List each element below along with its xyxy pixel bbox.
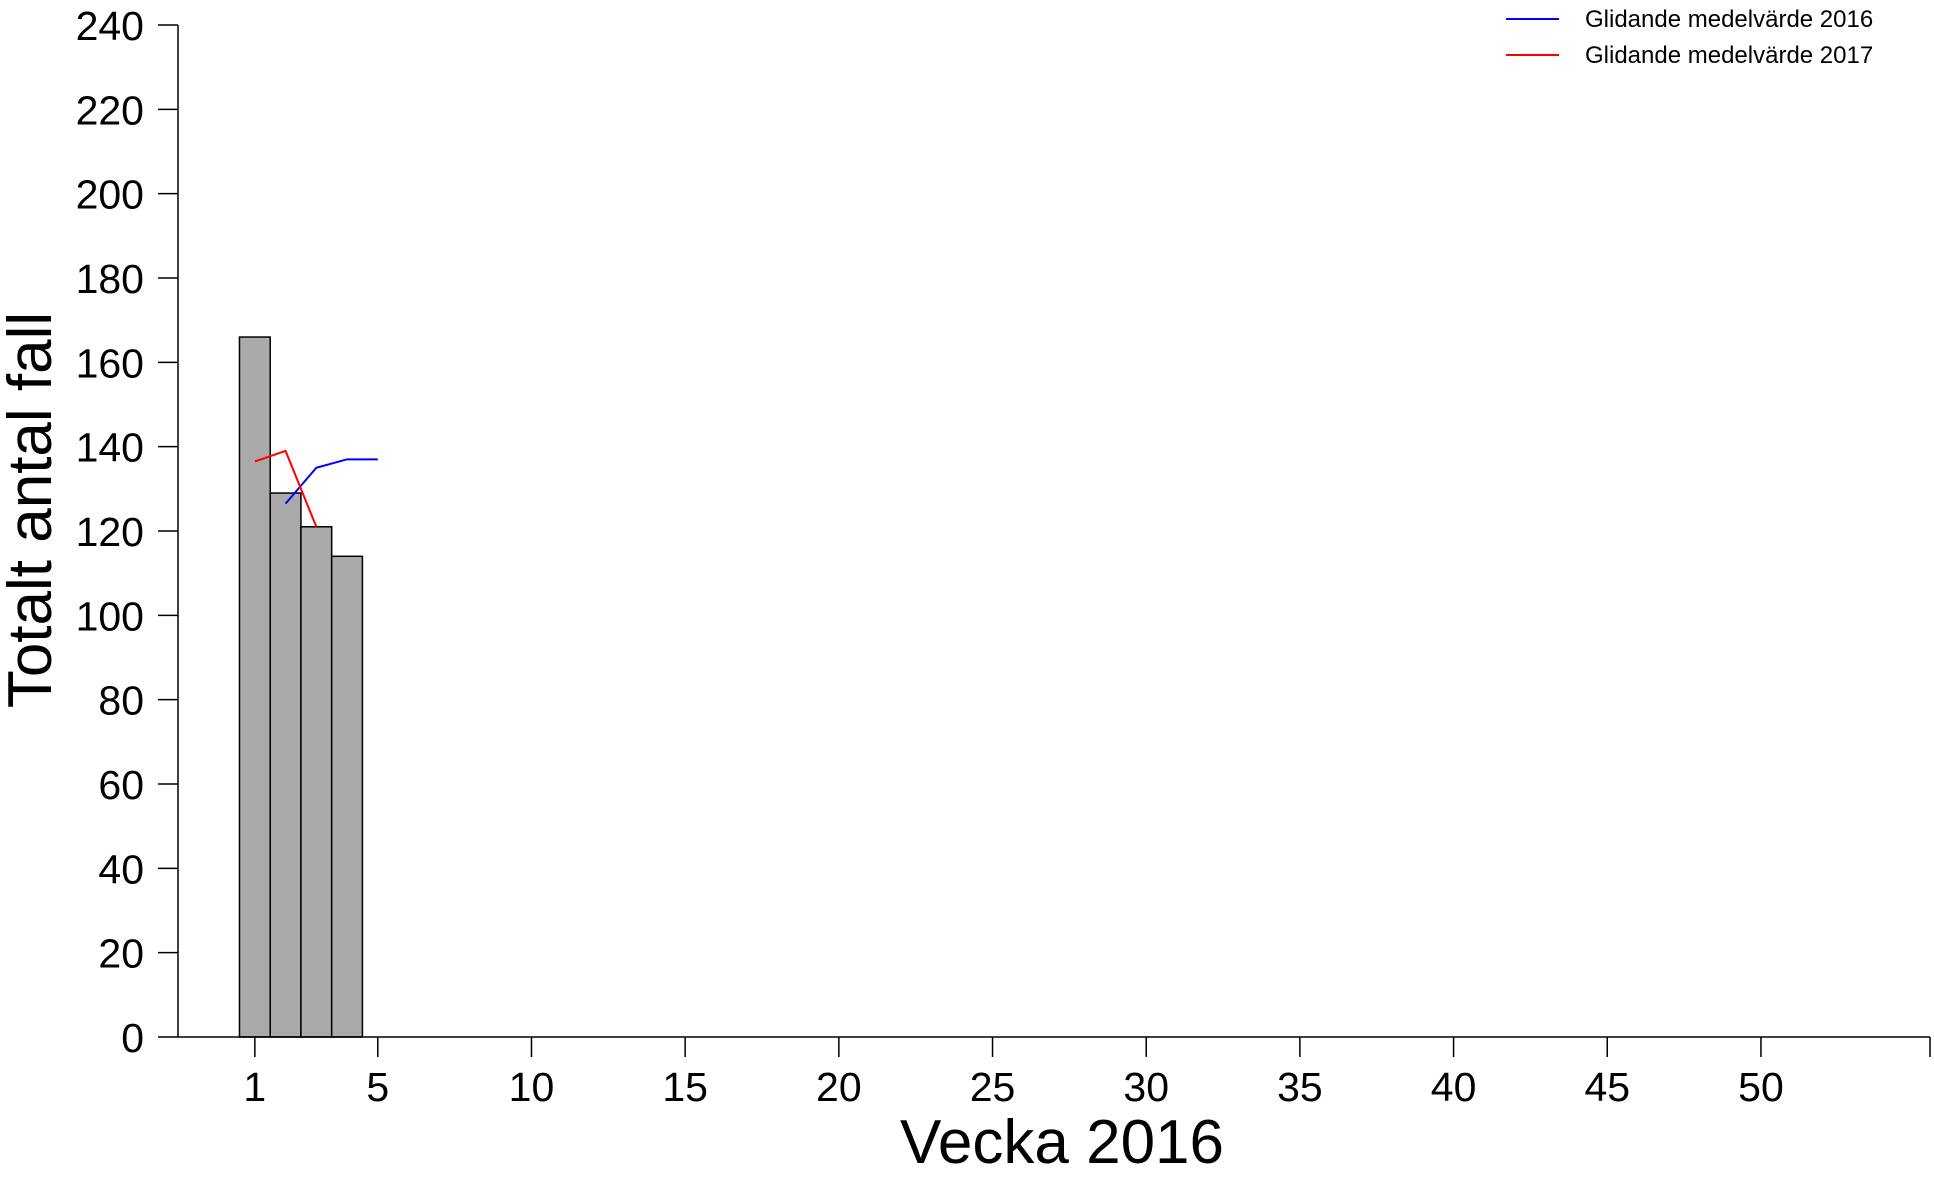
bar-week-4 xyxy=(330,555,364,1038)
x-tick-label: 5 xyxy=(366,1064,389,1110)
bar-week-1 xyxy=(238,336,271,1038)
x-tick-label: 20 xyxy=(816,1064,862,1110)
y-tick-label: 160 xyxy=(76,340,144,386)
legend-label-2: Glidande medelvärde 2017 xyxy=(1585,42,1873,69)
y-tick-label: 0 xyxy=(121,1015,144,1061)
legend: Glidande medelvärde 2016 Glidande medelvä… xyxy=(1506,6,1873,69)
series-line-2 xyxy=(254,449,318,528)
y-tick-label: 80 xyxy=(98,678,144,724)
x-tick-label: 45 xyxy=(1584,1064,1630,1110)
y-tick-label: 100 xyxy=(76,593,144,639)
bar-week-3 xyxy=(300,526,333,1038)
y-tick-label: 220 xyxy=(76,87,144,133)
bar-week-2 xyxy=(269,492,302,1038)
y-tick-label: 20 xyxy=(98,931,144,977)
x-tick-label: 40 xyxy=(1431,1064,1477,1110)
y-tick-label: 40 xyxy=(98,846,144,892)
series-line-1 xyxy=(284,458,378,505)
x-tick-label: 15 xyxy=(662,1064,708,1110)
x-tick-label: 50 xyxy=(1738,1064,1784,1110)
y-tick-label: 180 xyxy=(76,256,144,302)
x-axis: 1 5 10 15 20 25 30 35 40 45 50 xyxy=(178,1036,1931,1110)
legend-label-1: Glidande medelvärde 2016 xyxy=(1585,6,1873,33)
x-axis-title: Vecka 2016 xyxy=(900,1108,1224,1177)
y-tick-label: 140 xyxy=(76,425,144,471)
moving-average-lines xyxy=(254,449,378,528)
x-tick-label: 25 xyxy=(970,1064,1016,1110)
y-tick-label: 120 xyxy=(76,509,144,555)
x-tick-label: 30 xyxy=(1123,1064,1169,1110)
x-tick-label: 10 xyxy=(509,1064,555,1110)
x-tick-label: 35 xyxy=(1277,1064,1323,1110)
y-tick-label: 60 xyxy=(98,762,144,808)
y-tick-label: 200 xyxy=(76,172,144,218)
y-axis: 0 20 40 60 80 100 120 140 160 180 200 220 240 xyxy=(76,3,179,1061)
x-tick-label: 1 xyxy=(243,1064,266,1110)
y-tick-label: 240 xyxy=(76,3,144,49)
y-axis-title: Totalt antal fall xyxy=(0,312,65,708)
bars xyxy=(238,336,364,1038)
